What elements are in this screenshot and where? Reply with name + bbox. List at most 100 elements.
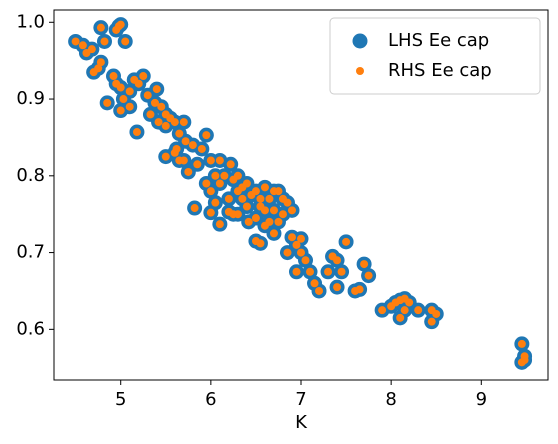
- scatter-point: [184, 167, 193, 176]
- scatter-point: [427, 317, 436, 326]
- scatter-point: [283, 248, 292, 257]
- scatter-point: [396, 313, 405, 322]
- scatter-point: [125, 87, 134, 96]
- scatter-point: [324, 267, 333, 276]
- scatter-point: [78, 41, 87, 50]
- scatter-point: [119, 95, 128, 104]
- scatter-point: [150, 98, 159, 107]
- x-tick-label: 6: [205, 389, 216, 410]
- scatter-point: [132, 128, 141, 137]
- x-tick-label: 5: [115, 389, 126, 410]
- scatter-point: [152, 85, 161, 94]
- scatter-point: [355, 285, 364, 294]
- scatter-point: [364, 271, 373, 280]
- scatter-point: [342, 237, 351, 246]
- scatter-point: [287, 206, 296, 215]
- scatter-point: [337, 267, 346, 276]
- scatter-point: [244, 217, 253, 226]
- scatter-point: [175, 129, 184, 138]
- y-tick-label: 0.8: [16, 165, 45, 186]
- scatter-point: [116, 106, 125, 115]
- scatter-point: [233, 210, 242, 219]
- scatter-point: [269, 206, 278, 215]
- scatter-point: [116, 20, 125, 29]
- scatter-point: [170, 148, 179, 157]
- scatter-point: [517, 339, 526, 348]
- scatter-point: [378, 306, 387, 315]
- scatter-point: [260, 221, 269, 230]
- x-axis-label: K: [295, 412, 308, 433]
- scatter-point: [283, 198, 292, 207]
- scatter-point: [220, 171, 229, 180]
- scatter-point: [143, 91, 152, 100]
- legend-marker: [352, 33, 368, 49]
- scatter-point: [414, 306, 423, 315]
- scatter-point: [315, 286, 324, 295]
- scatter-point: [251, 187, 260, 196]
- x-tick-label: 7: [295, 389, 306, 410]
- scatter-point: [206, 187, 215, 196]
- scatter-point: [242, 179, 251, 188]
- scatter-point: [202, 179, 211, 188]
- scatter-point: [109, 72, 118, 81]
- scatter-point: [211, 198, 220, 207]
- scatter-point: [242, 202, 251, 211]
- scatter-point: [179, 118, 188, 127]
- scatter-point: [260, 183, 269, 192]
- scatter-point: [226, 160, 235, 169]
- y-tick-label: 0.6: [16, 318, 45, 339]
- y-tick-label: 0.7: [16, 242, 45, 263]
- scatter-point: [125, 102, 134, 111]
- scatter-point: [297, 248, 305, 257]
- scatter-point: [161, 152, 170, 161]
- scatter-point: [161, 121, 170, 130]
- scatter-point: [427, 306, 436, 315]
- scatter-point: [211, 171, 220, 180]
- scatter-point: [215, 156, 224, 165]
- scatter-point: [301, 256, 310, 265]
- scatter-point: [197, 144, 206, 153]
- x-tick-label: 9: [476, 389, 487, 410]
- scatter-point: [96, 58, 105, 67]
- scatter-point: [233, 187, 242, 196]
- scatter-point: [238, 194, 247, 203]
- scatter-point: [206, 208, 215, 217]
- scatter-point: [94, 64, 103, 73]
- scatter-point: [333, 256, 342, 265]
- scatter-point: [233, 171, 242, 180]
- scatter-point: [333, 283, 342, 292]
- scatter-point: [292, 240, 301, 249]
- scatter-point: [292, 267, 301, 276]
- scatter-point: [278, 210, 287, 219]
- scatter-point: [134, 79, 143, 88]
- legend-marker: [356, 67, 364, 75]
- scatter-point: [517, 358, 526, 367]
- scatter-point: [71, 37, 80, 46]
- scatter-point: [179, 156, 188, 165]
- legend-label: RHS Ee cap: [388, 60, 492, 81]
- plot-frame: [53, 9, 549, 381]
- scatter-point: [121, 37, 130, 46]
- scatter-point: [146, 110, 155, 119]
- scatter-point: [116, 83, 125, 92]
- scatter-point: [274, 217, 283, 226]
- scatter-point: [193, 160, 202, 169]
- scatter-point: [306, 267, 315, 276]
- scatter-point: [269, 229, 278, 238]
- scatter-point: [157, 102, 166, 111]
- scatter-point: [265, 194, 274, 203]
- scatter-point: [405, 298, 414, 307]
- scatter-point: [215, 179, 224, 188]
- scatter-point: [256, 239, 265, 248]
- scatter-point: [310, 279, 319, 288]
- y-tick-label: 0.9: [16, 88, 45, 109]
- legend-label: LHS Ee cap: [388, 30, 489, 51]
- legend-box: [329, 17, 541, 95]
- scatter-point: [96, 23, 105, 32]
- scatter-point: [215, 220, 224, 229]
- scatter-point: [251, 214, 260, 223]
- scatter-point: [103, 98, 112, 107]
- scatter-point: [181, 137, 190, 146]
- y-tick-label: 1.0: [16, 11, 45, 32]
- scatter-point: [170, 118, 179, 127]
